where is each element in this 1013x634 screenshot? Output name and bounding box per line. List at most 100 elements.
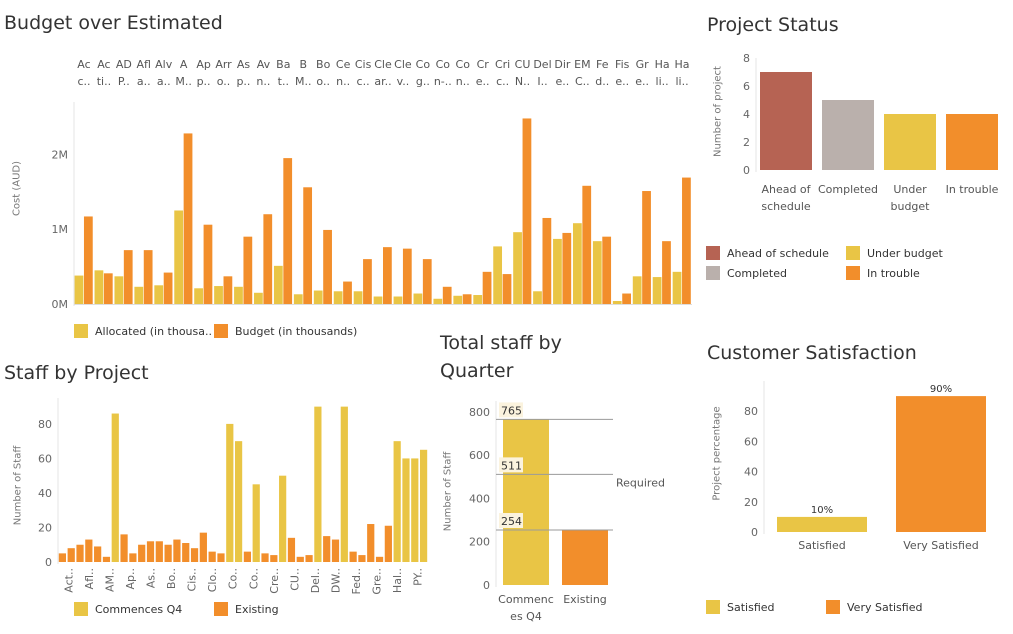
quarter-category-label: Commenc xyxy=(498,593,554,606)
budget-column-header: t.. xyxy=(278,75,289,88)
budget-column-header: AD xyxy=(116,58,132,71)
staff-y-tick-label: 0 xyxy=(45,556,52,569)
budget-column-header: e.. xyxy=(556,75,570,88)
staff-bar xyxy=(331,539,340,562)
status-category-label: Ahead of xyxy=(761,183,811,196)
budget-column-header: Ha xyxy=(655,58,670,71)
staff-bar xyxy=(393,441,401,562)
budget-column-header: Ha xyxy=(675,58,690,71)
satisfied-swatch xyxy=(706,600,720,614)
status-category-label: Under xyxy=(893,183,927,196)
budget-column-header: Dir xyxy=(554,58,571,71)
allocated-bar xyxy=(473,295,483,304)
status-legend-completed: Completed xyxy=(706,266,787,280)
budget-bar xyxy=(622,293,631,304)
budget-bar xyxy=(642,191,651,304)
staff-bar xyxy=(234,441,243,562)
very-satisfied-legend-label: Very Satisfied xyxy=(847,600,923,614)
staff-bar xyxy=(217,553,225,562)
staff-bar xyxy=(190,548,199,562)
status-bar xyxy=(822,100,874,170)
budget-column-header: N.. xyxy=(515,75,530,88)
budget-column-header: Del xyxy=(533,58,551,71)
budget-column-header: ti.. xyxy=(97,75,111,88)
budget-column-header: C.. xyxy=(575,75,590,88)
staff-x-tick-label: Cis.. xyxy=(186,568,199,591)
staff-x-tick-label: Cre.. xyxy=(268,568,281,594)
status-bar xyxy=(884,114,936,170)
ahead-swatch xyxy=(706,246,720,260)
quarter-bar xyxy=(503,419,549,585)
staff-bar xyxy=(138,544,146,562)
budget-y-tick-label: 0M xyxy=(52,298,69,311)
staff-x-tick-label: DW.. xyxy=(330,568,343,593)
budget-column-header: A xyxy=(180,58,188,71)
quarter-reference-band xyxy=(499,513,523,529)
completed-swatch xyxy=(706,266,720,280)
staff-bar xyxy=(199,532,207,562)
budget-column-header: n.. xyxy=(336,75,350,88)
budget-column-header: Ba xyxy=(276,58,290,71)
budget-column-header: p.. xyxy=(236,75,250,88)
staff-bar xyxy=(129,553,137,562)
budget-column-header: li.. xyxy=(675,75,688,88)
budget-bar xyxy=(383,247,392,304)
allocated-bar xyxy=(632,276,642,304)
budget-column-header: Afl xyxy=(137,58,151,71)
staff-bar xyxy=(182,543,190,562)
quarter-y-tick-label: 400 xyxy=(469,492,490,505)
budget-legend-budget: Budget (in thousands) xyxy=(214,324,357,338)
satisfaction-bar xyxy=(777,516,867,532)
status-bar xyxy=(946,114,998,170)
satisfaction-y-tick-label: 60 xyxy=(744,435,758,448)
staff-bar xyxy=(94,546,102,562)
budget-column-header: g.. xyxy=(416,75,430,88)
allocated-legend-label: Allocated (in thousa.. xyxy=(95,324,212,338)
budget-column-header: Fe xyxy=(596,58,609,71)
quarter-chart-title: Total staff by Quarter xyxy=(440,329,562,385)
staff-y-axis-title: Number of Staff xyxy=(12,445,24,526)
budget-column-header: M.. xyxy=(175,75,191,88)
budget-column-header: v.. xyxy=(397,75,410,88)
budget-column-header: e.. xyxy=(476,75,490,88)
in-trouble-legend-label: In trouble xyxy=(867,266,920,280)
budget-bar xyxy=(662,241,671,304)
budget-column-header: Gr xyxy=(636,58,650,71)
staff-bar xyxy=(208,551,216,562)
staff-x-tick-label: Bo.. xyxy=(165,568,178,589)
allocated-bar xyxy=(393,296,403,304)
budget-bar xyxy=(402,248,412,304)
budget-bar xyxy=(263,214,273,304)
allocated-bar xyxy=(293,294,303,304)
staff-bar xyxy=(340,406,348,562)
budget-bar xyxy=(562,232,572,304)
budget-column-header: li.. xyxy=(656,75,669,88)
staff-x-tick-label: Clo.. xyxy=(206,568,219,592)
staff-bar xyxy=(270,555,278,562)
staff-bar xyxy=(411,458,419,562)
satisfied-legend-label: Satisfied xyxy=(727,600,775,614)
staff-x-tick-label: Act.. xyxy=(62,568,75,593)
staff-y-tick-label: 40 xyxy=(38,487,52,500)
allocated-swatch xyxy=(74,324,88,338)
budget-column-header: e.. xyxy=(635,75,649,88)
budget-bar xyxy=(183,133,193,304)
staff-legend-commences: Commences Q4 xyxy=(74,602,182,616)
budget-column-header: Co xyxy=(436,58,451,71)
satisfaction-y-tick-label: 40 xyxy=(744,466,758,479)
staff-x-tick-label: Ap.. xyxy=(124,568,137,590)
staff-bar xyxy=(252,484,260,562)
budget-column-header: Alv xyxy=(155,58,173,71)
allocated-bar xyxy=(513,232,522,304)
quarter-reference-label: 511 xyxy=(501,459,522,472)
commences-legend-label: Commences Q4 xyxy=(95,602,183,616)
budget-column-header: CU xyxy=(515,58,531,71)
budget-bar xyxy=(682,177,691,304)
satisfaction-y-tick-label: 20 xyxy=(744,496,758,509)
budget-column-header: Bo xyxy=(316,58,331,71)
budget-column-header: c.. xyxy=(496,75,509,88)
allocated-bar xyxy=(553,238,562,304)
status-y-tick-label: 2 xyxy=(743,136,750,149)
budget-column-header: ar.. xyxy=(374,75,391,88)
satisfaction-y-tick-label: 80 xyxy=(744,405,758,418)
